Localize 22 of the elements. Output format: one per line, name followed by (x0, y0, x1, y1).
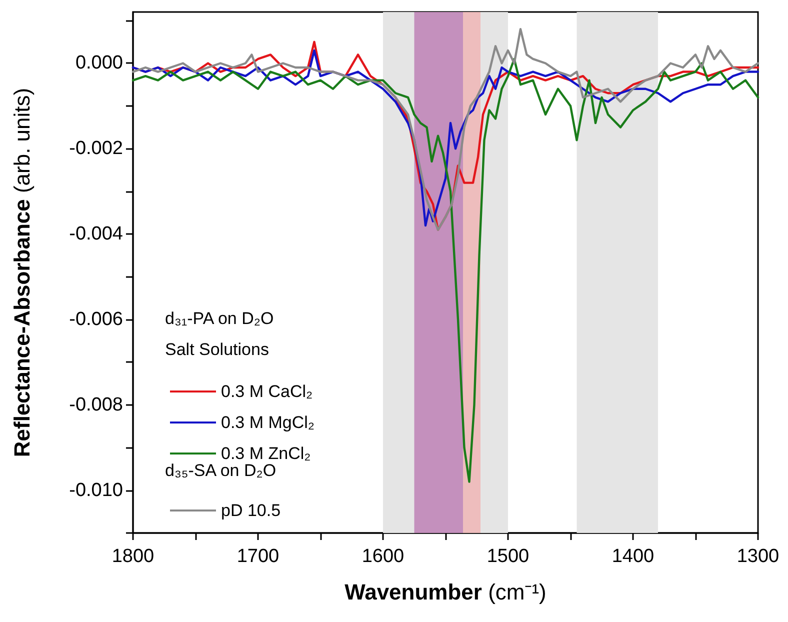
legend-label: pD 10.5 (221, 501, 281, 520)
x-tick-label: 1800 (112, 546, 154, 567)
annotation: d₃₁-PA on D₂O (165, 309, 274, 328)
line-series (132, 58, 760, 483)
x-tick-label: 1300 (736, 546, 780, 567)
legend-label: 0.3 M MgCl₂ (221, 413, 315, 432)
annotation: d₃₅-SA on D₂O (165, 461, 276, 480)
y-tick-label: -0.002 (69, 138, 123, 160)
x-tick-label: 1400 (612, 546, 654, 567)
y-tick-label: -0.006 (69, 308, 123, 330)
annotation: Salt Solutions (165, 340, 269, 359)
legend-label: 0.3 M CaCl₂ (221, 382, 313, 401)
y-tick-label: -0.004 (69, 224, 124, 245)
x-tick-label: 1600 (362, 546, 404, 567)
y-tick-label: -0.008 (69, 394, 123, 416)
y-tick-label: -0.010 (69, 480, 123, 501)
y-axis-title: Reflectance-Absorbance (arb. units) (10, 88, 34, 458)
y-tick-label: 0.000 (75, 52, 123, 74)
x-axis-title: Wavenumber (cm⁻¹) (344, 580, 546, 604)
x-tick-label: 1500 (486, 546, 530, 567)
legend-label: 0.3 M ZnCl₂ (221, 444, 311, 463)
x-tick-label: 1700 (236, 546, 280, 567)
